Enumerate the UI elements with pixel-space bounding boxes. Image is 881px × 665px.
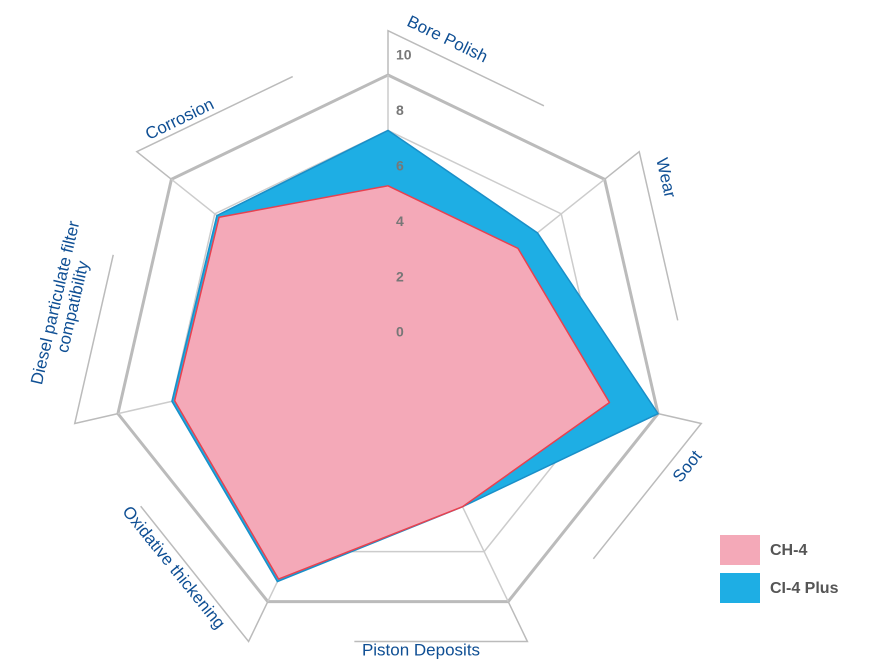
legend-swatch (720, 573, 760, 603)
category-label: Oxidative thickening (119, 502, 230, 632)
label-bracket (387, 29, 545, 107)
tick-label: 0 (396, 324, 404, 340)
tick-label: 6 (396, 158, 404, 174)
label-bracket (604, 150, 679, 321)
label-bracket (135, 75, 294, 180)
tick-label: 10 (396, 47, 412, 63)
category-label: Piston Deposits (362, 640, 480, 659)
grid-ring (116, 73, 660, 604)
category-label: Soot (669, 447, 706, 486)
label-bracket (73, 254, 119, 425)
legend-label: CI-4 Plus (770, 580, 839, 597)
tick-label: 8 (396, 102, 404, 118)
label-bracket (140, 505, 269, 643)
legend-label: CH-4 (770, 542, 807, 559)
tick-label: 4 (396, 213, 404, 229)
tick-label: 2 (396, 268, 404, 284)
label-bracket (354, 601, 529, 643)
series-area (173, 185, 611, 580)
category-label: Bore Polish (404, 12, 491, 67)
legend-swatch (720, 535, 760, 565)
label-bracket (592, 412, 703, 560)
category-label: Wear (652, 156, 680, 200)
grid-ring (171, 129, 605, 553)
